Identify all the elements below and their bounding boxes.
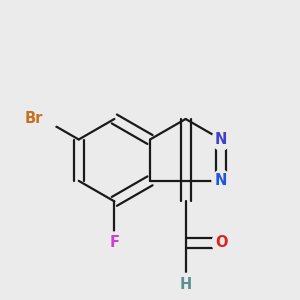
Ellipse shape [212, 129, 230, 150]
Ellipse shape [27, 108, 59, 130]
Ellipse shape [105, 232, 124, 254]
Text: F: F [110, 235, 119, 250]
Ellipse shape [212, 232, 230, 254]
Ellipse shape [176, 273, 195, 295]
Text: N: N [215, 132, 227, 147]
Ellipse shape [212, 170, 230, 191]
Text: Br: Br [25, 112, 43, 127]
Text: O: O [215, 235, 227, 250]
Text: N: N [215, 173, 227, 188]
Text: H: H [179, 277, 192, 292]
